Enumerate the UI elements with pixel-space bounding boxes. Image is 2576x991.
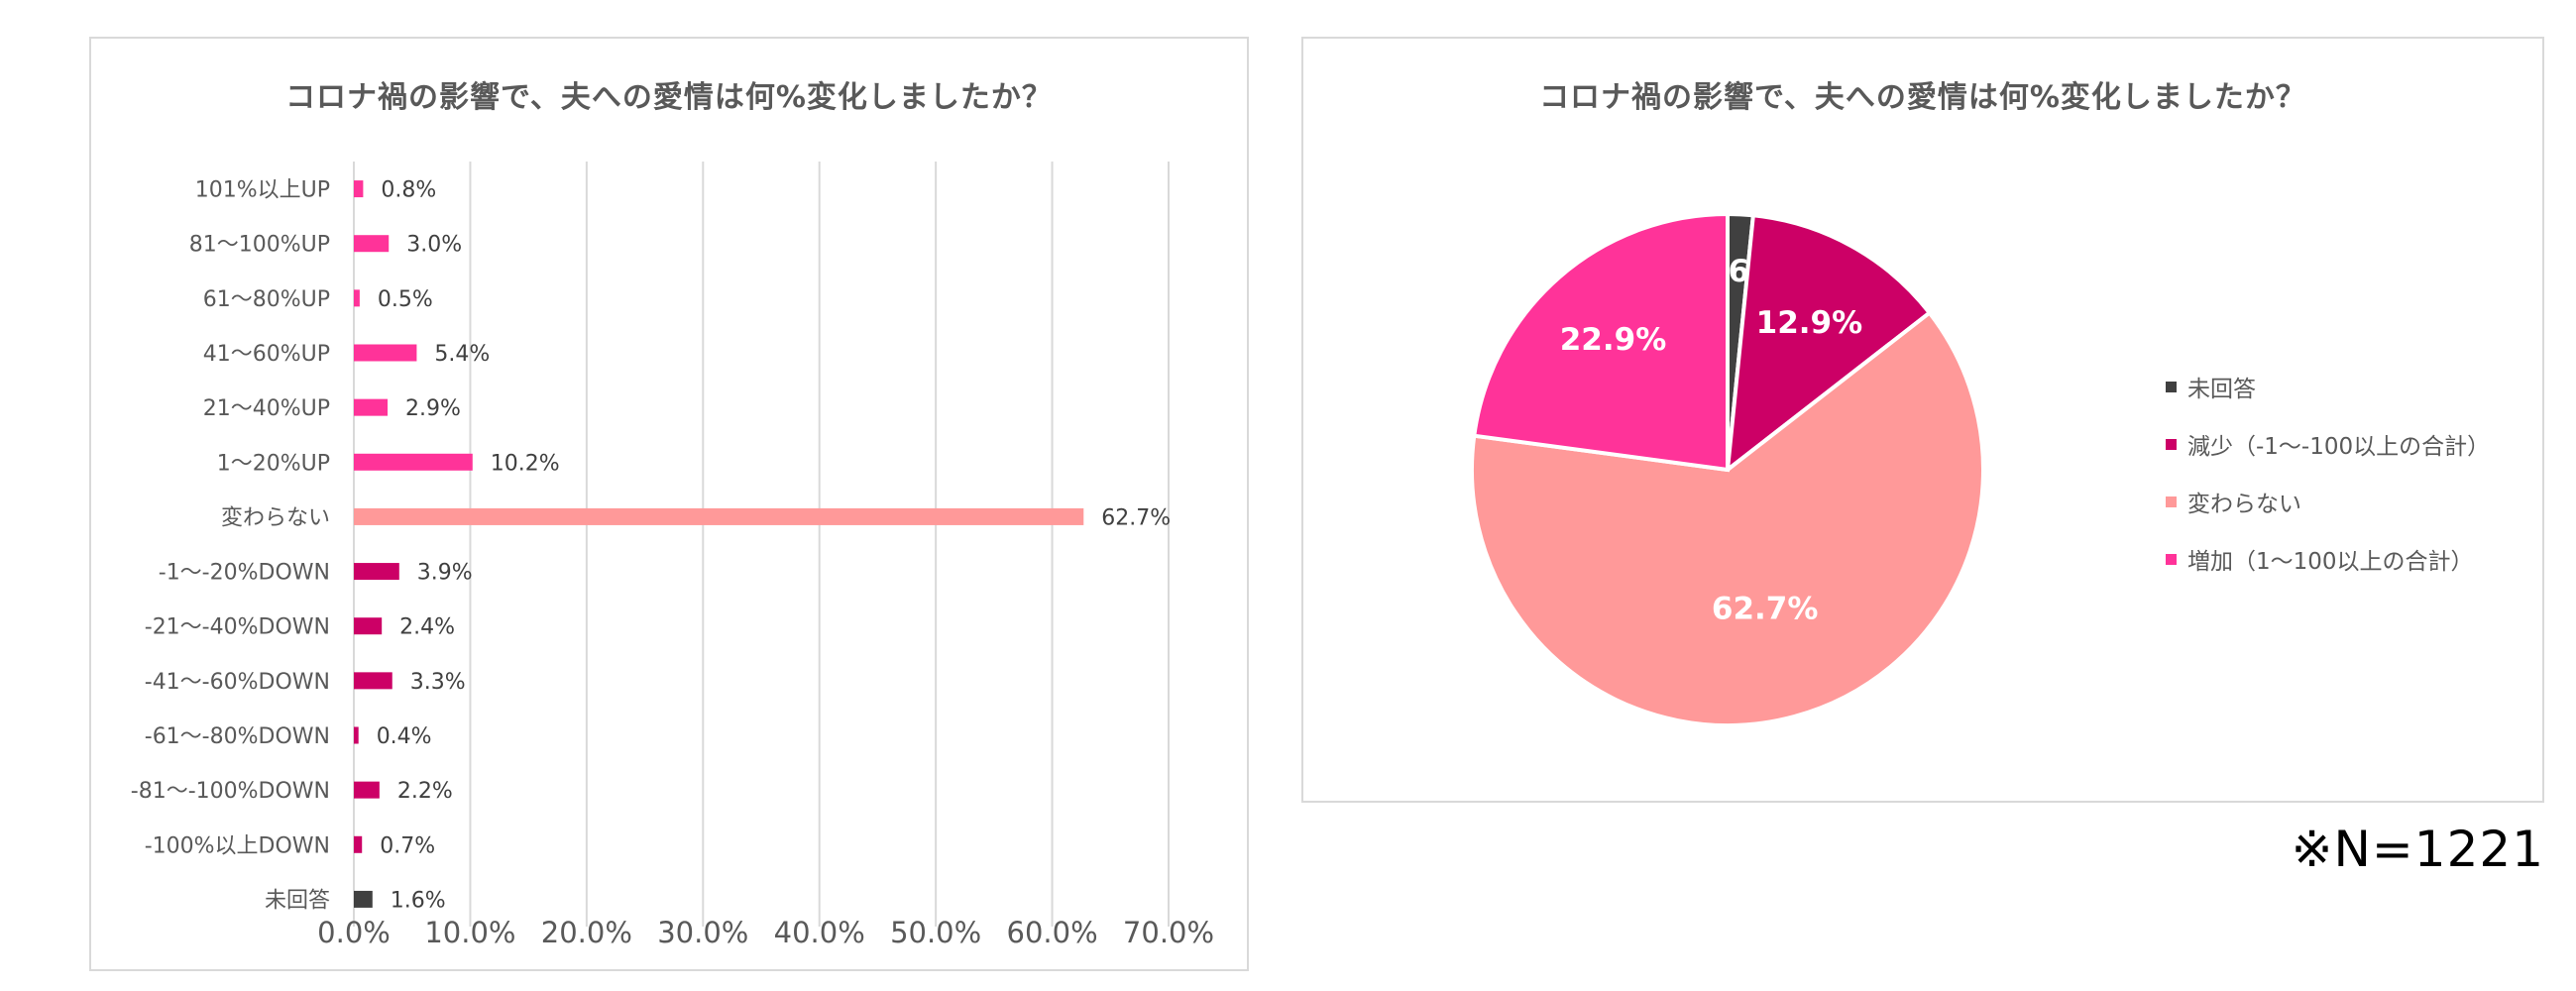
pie-chart-title: コロナ禍の影響で、夫への愛情は何%変化しましたか？ <box>1539 80 2306 115</box>
bar <box>354 180 364 198</box>
legend-item: 減少（-1〜-100以上の合計） <box>2166 415 2490 473</box>
legend-label: 増加（1〜100以上の合計） <box>2187 549 2474 575</box>
category-label: -1〜-20%DOWN <box>159 561 330 586</box>
x-tick-label: 0.0% <box>317 916 391 949</box>
x-tick-label: 10.0% <box>424 916 515 949</box>
category-label: 61〜80%UP <box>203 287 330 312</box>
x-tick-label: 40.0% <box>774 916 865 949</box>
x-tick-label: 70.0% <box>1123 916 1214 949</box>
x-tick-label: 60.0% <box>1007 916 1098 949</box>
category-label: -81〜-100%DOWN <box>131 779 330 804</box>
data-label: 0.4% <box>377 724 432 749</box>
pie-chart: 1.6%12.9%62.7%22.9% <box>1470 211 1985 727</box>
legend-swatch <box>2166 553 2177 565</box>
bar <box>354 672 392 690</box>
data-label: 62.7% <box>1101 505 1171 530</box>
legend-item: 変わらない <box>2166 473 2490 530</box>
data-label: 3.0% <box>406 233 462 258</box>
data-label: 3.9% <box>417 561 473 586</box>
category-label: -100%以上DOWN <box>145 833 330 858</box>
legend-swatch <box>2166 438 2177 450</box>
legend-item: 増加（1〜100以上の合計） <box>2166 530 2490 588</box>
legend-label: 未回答 <box>2187 377 2256 402</box>
bar <box>354 726 359 744</box>
bar <box>354 835 363 853</box>
category-label: 21〜40%UP <box>203 396 330 421</box>
category-label: -21〜-40%DOWN <box>145 615 330 640</box>
bar-chart: 0.0% 10.0% 20.0% 30.0% 40.0% 50.0% 60.0% 70.0% 1… <box>131 162 1214 949</box>
pie-data-label: 12.9% <box>1756 305 1863 341</box>
bar <box>354 235 390 253</box>
data-label: 0.8% <box>381 178 436 203</box>
pie-slice <box>1472 211 1730 473</box>
category-label: 101%以上UP <box>195 178 330 203</box>
data-label: 0.7% <box>380 833 435 858</box>
sample-size-note: ※N=1221 <box>2291 821 2544 878</box>
legend-swatch <box>2166 381 2177 392</box>
bar-chart-title: コロナ禍の影響で、夫への愛情は何%変化しましたか？ <box>285 80 1053 115</box>
data-label: 2.4% <box>399 615 455 640</box>
pie-data-label: 62.7% <box>1712 591 1819 626</box>
data-label: 0.5% <box>378 287 433 312</box>
pie-slice <box>1470 309 1985 727</box>
bar <box>354 344 417 362</box>
data-label: 2.9% <box>405 396 461 421</box>
data-label: 2.2% <box>397 779 453 804</box>
legend-label: 減少（-1〜-100以上の合計） <box>2187 434 2491 460</box>
data-label: 5.4% <box>434 342 490 367</box>
x-tick-label: 50.0% <box>890 916 981 949</box>
legend-item: 未回答 <box>2166 358 2490 415</box>
bar <box>354 453 473 471</box>
pie-chart-panel: コロナ禍の影響で、夫への愛情は何%変化しましたか？ 1.6% 12.9% 62.7%… <box>1301 37 2544 803</box>
category-label: 未回答 <box>265 888 330 913</box>
category-label: 1〜20%UP <box>217 451 330 476</box>
data-label: 1.6% <box>391 888 446 913</box>
bar <box>354 890 373 908</box>
category-label: 41〜60%UP <box>203 342 330 367</box>
data-label: 10.2% <box>491 451 560 476</box>
legend-swatch <box>2166 496 2177 507</box>
category-label: -41〜-60%DOWN <box>145 670 330 695</box>
bar <box>354 507 1084 525</box>
bar <box>354 617 383 635</box>
pie-slice <box>1725 213 1933 475</box>
bar-chart-panel: コロナ禍の影響で、夫への愛情は何%変化しましたか？ 0.0% 10.0% 20.0%… <box>89 37 1249 971</box>
data-label: 3.3% <box>410 670 466 695</box>
pie-data-label: 22.9% <box>1560 322 1667 358</box>
pie-legend: 未回答減少（-1〜-100以上の合計） 変わらない増加（1〜100以上の合計） <box>2166 358 2490 588</box>
category-label: 81〜100%UP <box>189 233 330 258</box>
bar <box>354 563 399 581</box>
legend-label: 変わらない <box>2187 492 2301 517</box>
bar <box>354 781 380 799</box>
x-tick-label: 20.0% <box>541 916 632 949</box>
x-tick-label: 30.0% <box>657 916 748 949</box>
category-label: 変わらない <box>221 505 330 530</box>
bar <box>354 398 389 416</box>
category-label: -61〜-80%DOWN <box>145 724 330 749</box>
bar <box>354 289 360 307</box>
